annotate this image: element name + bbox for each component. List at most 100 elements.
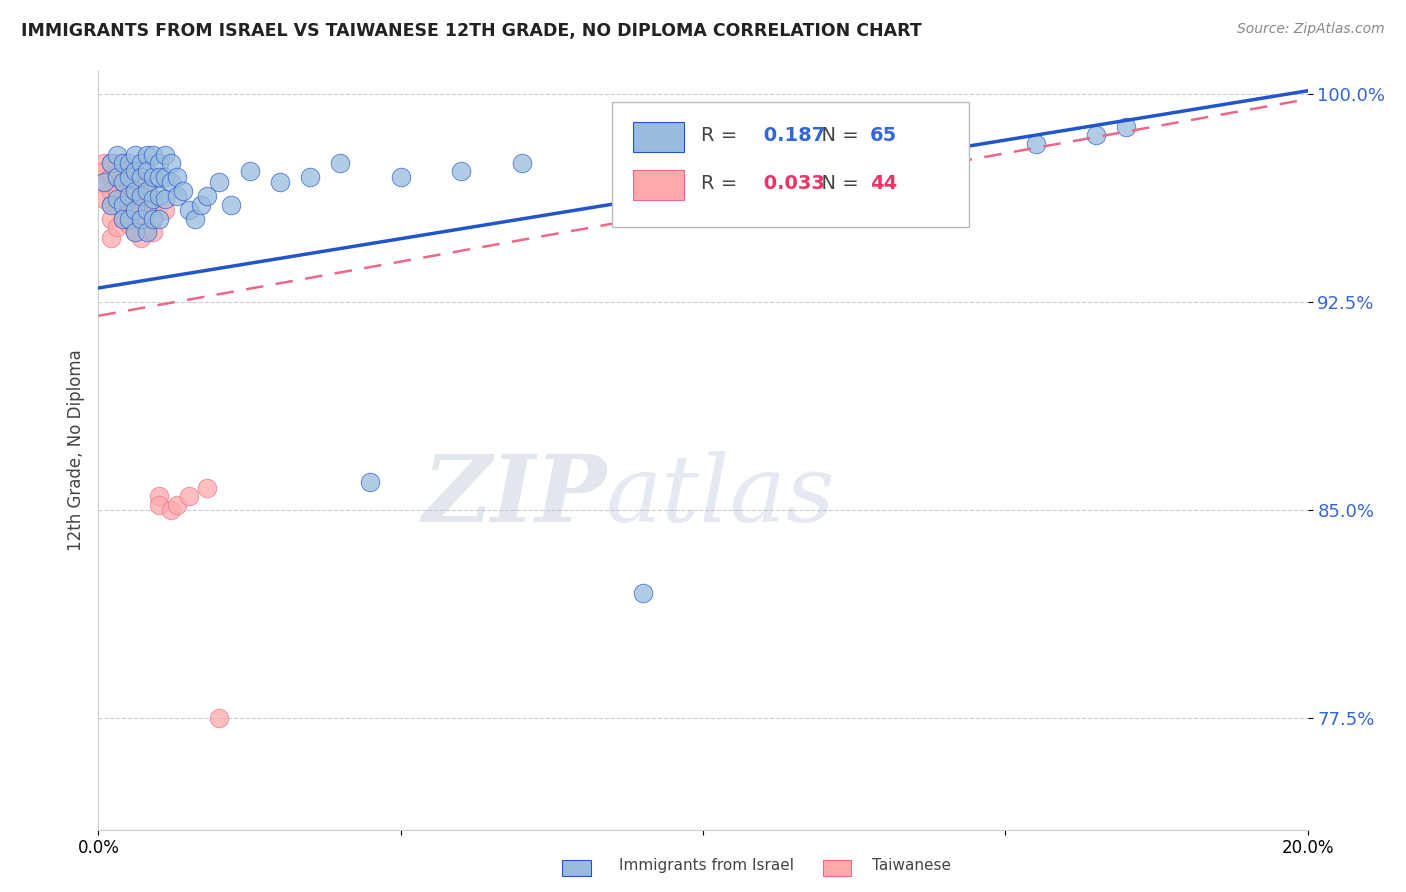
Point <box>111 211 134 226</box>
Point <box>124 184 146 198</box>
Text: ZIP: ZIP <box>422 451 606 541</box>
Point <box>129 189 152 203</box>
Point <box>100 231 122 245</box>
FancyBboxPatch shape <box>613 102 969 227</box>
Point <box>124 226 146 240</box>
Point <box>100 211 122 226</box>
Point <box>111 156 134 170</box>
Point <box>166 498 188 512</box>
Point <box>142 147 165 161</box>
Text: 0.187: 0.187 <box>758 127 825 145</box>
Point <box>450 164 472 178</box>
Point <box>93 176 115 190</box>
Text: 0.033: 0.033 <box>758 174 825 193</box>
Point <box>93 176 115 190</box>
Point <box>118 189 141 203</box>
Point <box>1115 120 1137 134</box>
Point <box>172 184 194 198</box>
Point <box>153 192 176 206</box>
Point <box>129 211 152 226</box>
Point <box>221 197 243 211</box>
Text: atlas: atlas <box>606 451 835 541</box>
Text: Source: ZipAtlas.com: Source: ZipAtlas.com <box>1237 22 1385 37</box>
Point <box>93 156 115 170</box>
Point <box>239 164 262 178</box>
Point <box>148 489 170 503</box>
Point <box>135 184 157 198</box>
Point <box>105 169 128 184</box>
Point <box>124 203 146 218</box>
Point <box>118 211 141 226</box>
Point <box>184 211 207 226</box>
Point <box>129 169 152 184</box>
Point <box>752 156 775 170</box>
Point <box>631 586 654 600</box>
Point <box>93 164 115 178</box>
Point <box>135 147 157 161</box>
Point <box>129 156 152 170</box>
Point <box>160 156 183 170</box>
Point <box>269 176 291 190</box>
Point <box>208 711 231 725</box>
Text: Taiwanese: Taiwanese <box>872 858 950 872</box>
Point <box>111 197 134 211</box>
Point <box>142 192 165 206</box>
Point <box>160 176 183 190</box>
Text: 44: 44 <box>870 174 897 193</box>
Point <box>118 178 141 193</box>
Point <box>166 169 188 184</box>
Point <box>934 142 956 156</box>
Point <box>129 231 152 245</box>
Text: Immigrants from Israel: Immigrants from Israel <box>619 858 793 872</box>
Point <box>124 226 146 240</box>
Point <box>129 192 152 206</box>
Point <box>142 211 165 226</box>
Point <box>135 203 157 218</box>
Text: N =: N = <box>810 127 866 145</box>
Point <box>129 211 152 226</box>
Point <box>100 197 122 211</box>
Point <box>1024 136 1046 151</box>
Bar <box>633 122 683 153</box>
Point <box>111 176 134 190</box>
Point <box>105 169 128 184</box>
Point <box>111 192 134 206</box>
Point <box>510 156 533 170</box>
Point <box>142 197 165 211</box>
Text: R =: R = <box>700 127 744 145</box>
Y-axis label: 12th Grade, No Diploma: 12th Grade, No Diploma <box>66 350 84 551</box>
Point <box>105 219 128 234</box>
Point <box>153 203 176 218</box>
Point <box>148 169 170 184</box>
Point <box>208 176 231 190</box>
Point <box>160 503 183 517</box>
Point <box>100 169 122 184</box>
Point <box>118 169 141 184</box>
Point <box>135 164 157 178</box>
Point <box>153 147 176 161</box>
Point <box>135 184 157 198</box>
Point <box>100 156 122 170</box>
Point <box>105 184 128 198</box>
Point <box>118 164 141 178</box>
Point <box>389 169 412 184</box>
Point <box>124 203 146 218</box>
Point <box>135 222 157 236</box>
Point <box>329 156 352 170</box>
Point <box>148 211 170 226</box>
Point <box>105 156 128 170</box>
Point <box>135 203 157 218</box>
Point <box>195 481 218 495</box>
Text: N =: N = <box>810 174 866 193</box>
Point <box>148 189 170 203</box>
Point <box>142 226 165 240</box>
Point <box>105 192 128 206</box>
Point <box>153 169 176 184</box>
Point <box>124 169 146 184</box>
Point <box>105 197 128 211</box>
Point <box>142 169 165 184</box>
Point <box>111 211 134 226</box>
Point <box>100 156 122 170</box>
Point <box>190 197 212 211</box>
Point <box>118 217 141 231</box>
